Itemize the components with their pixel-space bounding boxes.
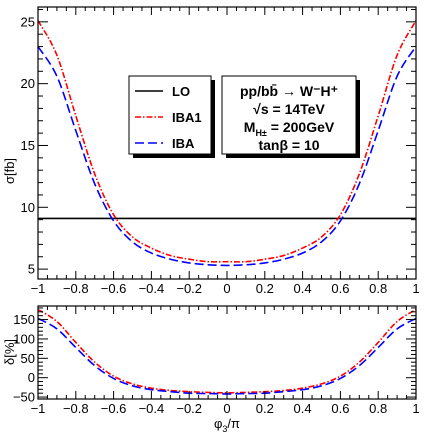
top-panel: −1 −0.8 −0.6 −0.4 −0.2 0 0.2 0.4 0.6 0.8 151015202… [2,6,420,296]
bottom-x-tick-label: −0.8 [63,401,89,416]
bottom-x-tick-label: 0.6 [331,401,349,416]
mass-label: MH± = 200GeV [244,119,335,138]
top-x-tick-label: −1 [31,281,46,296]
bottom-y-tick-label: −50 [13,390,35,405]
legend-label-iba: IBA [172,136,195,151]
bottom-x-tick-label: −1 [31,401,46,416]
bottom-y-tick-label: 100 [13,331,35,346]
process-info-box: pp/bb̄ → W⁻H⁺ √s = 14TeV MH± = 200GeV ta… [221,75,360,158]
legend-label-lo: LO [172,84,190,99]
top-x-tick-label: 0.2 [256,281,274,296]
legend-label-iba1: IBA1 [172,110,202,125]
bottom-x-tick-label: −0.2 [176,401,202,416]
bottom-x-tick-label: 0.4 [294,401,312,416]
top-x-tick-label: 1 [412,281,419,296]
legend-box [128,75,212,155]
top-y-tick-label: 5 [28,262,35,277]
bottom-ticks: −1 −0.8 −0.6 −0.4 −0.2 0 0.2 0.4 0.6 0.8 1 −50 0 50 10… [13,306,420,416]
top-x-tick-label: 0 [223,281,230,296]
x-axis-label: φ3/π [214,416,240,434]
bottom-x-tick-label: −0.4 [139,401,165,416]
top-x-tick-label: −0.2 [176,281,202,296]
top-x-tick-label: −0.6 [101,281,127,296]
top-x-tick-label: −0.8 [63,281,89,296]
bottom-series-iba-line [37,317,417,395]
bottom-y-axis-label: δ[%] [2,339,17,365]
bottom-curves [37,308,417,395]
top-x-tick-label: 0.8 [369,281,387,296]
legend: LO IBA1 IBA [128,75,215,158]
top-y-tick-label: 25 [21,14,35,29]
bottom-x-tick-label: −0.6 [101,401,127,416]
top-curves [37,20,417,267]
bottom-y-tick-label: 50 [21,351,35,366]
tanbeta-label: tanβ = 10 [258,137,319,153]
bottom-plot-frame [37,305,417,400]
top-x-tick-label: 0.4 [294,281,312,296]
bottom-x-tick-label: 0.2 [256,401,274,416]
bottom-y-tick-label: 0 [28,370,35,385]
bottom-series-iba1-line [37,308,417,394]
energy-label: √s = 14TeV [253,101,325,117]
top-y-tick-label: 15 [21,138,35,153]
top-y-tick-label: 10 [21,200,35,215]
top-series-iba-line [37,46,417,267]
bottom-panel: −1 −0.8 −0.6 −0.4 −0.2 0 0.2 0.4 0.6 0.8 1 −50 0 50 10… [2,305,420,434]
top-ticks: −1 −0.8 −0.6 −0.4 −0.2 0 0.2 0.4 0.6 0.8 151015202… [21,7,420,296]
top-series-iba1-line [37,20,417,263]
bottom-x-tick-label: 0.8 [369,401,387,416]
bottom-y-tick-label: 150 [13,312,35,327]
top-plot-frame [37,6,417,280]
bottom-x-tick-label: 0 [223,401,230,416]
top-y-axis-label: σ[fb] [2,158,17,184]
top-y-tick-label: 20 [21,76,35,91]
process-label: pp/bb̄ → W⁻H⁺ [240,82,338,99]
process-info-frame [221,75,357,155]
top-x-tick-label: 0.6 [331,281,349,296]
bottom-x-tick-label: 1 [412,401,419,416]
top-x-tick-label: −0.4 [139,281,165,296]
